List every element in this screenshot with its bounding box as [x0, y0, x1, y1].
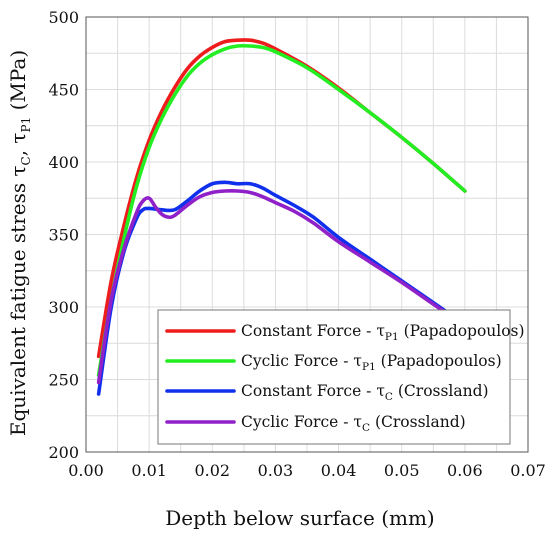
- y-axis-title-sub-p1: P1: [19, 117, 33, 133]
- y-axis-title-sub-c: C: [19, 156, 33, 165]
- x-tick-label: 0.00: [68, 461, 104, 480]
- legend-label-subscript: C: [362, 422, 370, 434]
- y-tick-label: 250: [48, 371, 79, 390]
- x-tick-label: 0.03: [258, 461, 294, 480]
- legend-label-text: Constant Force - τ: [241, 322, 385, 340]
- series-layer: [96, 38, 467, 396]
- x-tick-label: 0.06: [447, 461, 483, 480]
- legend-label-cyclic-force-crossland: Cyclic Force - τC (Crossland): [241, 413, 466, 434]
- x-tick-label: 0.05: [384, 461, 420, 480]
- y-axis-title-suffix: (MPa): [6, 50, 30, 117]
- x-axis-title: Depth below surface (mm): [165, 506, 434, 530]
- legend-label-subscript: C: [385, 391, 393, 403]
- legend-label-text: (Papadopoulos): [376, 352, 502, 370]
- y-tick-labels: 200 250 300 350 400 450 500: [48, 8, 79, 462]
- y-axis-title-mid: , τ: [6, 132, 30, 156]
- x-tick-label: 0.04: [321, 461, 357, 480]
- y-tick-label: 450: [48, 81, 79, 100]
- series-line-cyclic-force-crossland: [96, 189, 467, 385]
- legend: Constant Force - τP1 (Papadopoulos)Cycli…: [157, 309, 525, 445]
- y-tick-label: 400: [48, 153, 79, 172]
- y-tick-label: 350: [48, 226, 79, 245]
- plot-frame: [85, 16, 529, 453]
- series-line-constant-force-crossland: [96, 180, 467, 396]
- x-tick-label: 0.01: [131, 461, 167, 480]
- x-tick-labels: 0.00 0.01 0.02 0.03 0.04 0.05 0.06 0.07: [68, 461, 546, 480]
- legend-label-text: (Crossland): [393, 382, 489, 400]
- legend-label-subscript: P1: [362, 361, 376, 373]
- legend-label-text: Cyclic Force - τ: [241, 352, 362, 370]
- y-axis-title: Equivalent fatigue stress τC, τP1 (MPa): [6, 50, 33, 436]
- legend-label-cyclic-force-papadopoulos: Cyclic Force - τP1 (Papadopoulos): [241, 352, 502, 373]
- legend-label-subscript: P1: [385, 331, 399, 343]
- x-tick-label: 0.02: [194, 461, 230, 480]
- legend-label-constant-force-crossland: Constant Force - τC (Crossland): [241, 382, 489, 403]
- x-tick-label: 0.07: [510, 461, 546, 480]
- y-axis-title-prefix: Equivalent fatigue stress τ: [6, 165, 30, 436]
- y-tick-label: 500: [48, 8, 79, 27]
- legend-label-constant-force-papadopoulos: Constant Force - τP1 (Papadopoulos): [241, 322, 525, 343]
- legend-label-text: (Crossland): [370, 413, 466, 431]
- legend-label-text: Cyclic Force - τ: [241, 413, 362, 431]
- series-line-cyclic-force-papadopoulos: [96, 43, 467, 377]
- legend-label-text: Constant Force - τ: [241, 382, 385, 400]
- y-tick-label: 200: [48, 443, 79, 462]
- y-tick-label: 300: [48, 298, 79, 317]
- legend-label-text: (Papadopoulos): [399, 322, 525, 340]
